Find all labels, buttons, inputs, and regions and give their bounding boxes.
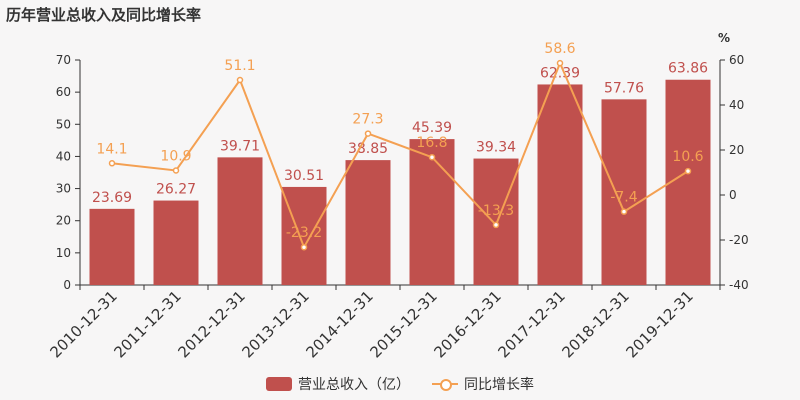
y-left-tick-label: 50: [56, 117, 71, 131]
line-point: [300, 243, 308, 251]
line-point: [620, 208, 628, 215]
line-data-label: 16.8: [416, 135, 447, 151]
bar: [537, 84, 583, 285]
legend-swatch-bar: [266, 377, 292, 391]
y-left-tick-label: 10: [56, 246, 71, 260]
line-point: [556, 59, 564, 67]
y-right-tick-label: 60: [729, 53, 744, 67]
line-point: [428, 153, 436, 161]
y-right-tick-label: 40: [729, 98, 744, 112]
line-point: [108, 160, 116, 167]
bar-data-label: 63.86: [668, 61, 708, 77]
legend-item-revenue[interactable]: 营业总收入（亿）: [266, 374, 410, 394]
x-tick-label: 2018-12-31: [558, 287, 632, 361]
line-data-label: -13.3: [478, 203, 514, 219]
legend: 营业总收入（亿） 同比增长率: [0, 374, 800, 394]
x-tick-label: 2014-12-31: [302, 287, 376, 361]
y-left-tick-label: 20: [56, 214, 71, 228]
y-right-tick-label: -20: [729, 233, 749, 247]
x-tick-label: 2012-12-31: [174, 287, 248, 361]
bar-data-label: 23.69: [92, 190, 132, 206]
y-right-tick-label: -40: [729, 278, 749, 292]
x-tick-label: 2011-12-31: [110, 287, 184, 361]
x-tick-label: 2019-12-31: [622, 287, 696, 361]
bar-data-label: 45.39: [412, 120, 452, 136]
y-right-tick-label: 20: [729, 143, 744, 157]
bar-data-label: 26.27: [156, 182, 196, 198]
line-data-label: -7.4: [610, 190, 637, 206]
line-point: [236, 76, 244, 84]
x-tick-label: 2013-12-31: [238, 287, 312, 361]
x-tick-label: 2010-12-31: [46, 287, 120, 361]
y-right-tick-label: 0: [729, 188, 737, 202]
legend-item-growth[interactable]: 同比增长率: [432, 374, 534, 394]
bar: [89, 208, 135, 285]
line-point: [364, 130, 372, 137]
legend-label-revenue: 营业总收入（亿）: [298, 377, 410, 393]
line-data-label: 10.9: [160, 148, 191, 164]
y-left-tick-label: 0: [63, 278, 71, 292]
line-data-label: 27.3: [352, 112, 383, 128]
bar: [217, 157, 263, 285]
y-left-tick-label: 40: [56, 149, 71, 163]
line-point: [172, 167, 180, 174]
bar-data-label: 39.34: [476, 140, 516, 156]
bar: [281, 186, 327, 285]
bar-data-label: 62.39: [540, 65, 580, 81]
bar: [345, 160, 391, 285]
y-left-tick-label: 30: [56, 182, 71, 196]
y-left-tick-label: 70: [56, 53, 71, 67]
growth-line: [111, 60, 689, 250]
x-tick-label: 2017-12-31: [494, 287, 568, 361]
y-right-unit: %: [718, 31, 730, 45]
bar: [409, 139, 455, 285]
bar: [601, 99, 647, 285]
line-point: [684, 167, 692, 175]
x-tick-label: 2015-12-31: [366, 287, 440, 361]
line-data-label: 51.1: [224, 58, 255, 74]
bar-data-label: 39.71: [220, 138, 260, 154]
line-data-label: -23.2: [286, 225, 322, 241]
y-left-tick-label: 60: [56, 85, 71, 99]
chart-title: 历年营业总收入及同比增长率: [6, 6, 202, 24]
line-data-label: 14.1: [96, 141, 127, 157]
bar-data-label: 38.85: [348, 141, 388, 157]
bar-data-label: 57.76: [604, 80, 644, 96]
line-data-label: 10.6: [672, 149, 703, 165]
line-data-label: 58.6: [544, 41, 575, 57]
line-point: [492, 221, 500, 229]
bar-data-label: 30.51: [284, 168, 324, 184]
bar: [665, 79, 711, 285]
legend-label-growth: 同比增长率: [464, 377, 534, 393]
x-tick-label: 2016-12-31: [430, 287, 504, 361]
legend-swatch-line: [432, 377, 458, 391]
bar: [153, 200, 199, 285]
